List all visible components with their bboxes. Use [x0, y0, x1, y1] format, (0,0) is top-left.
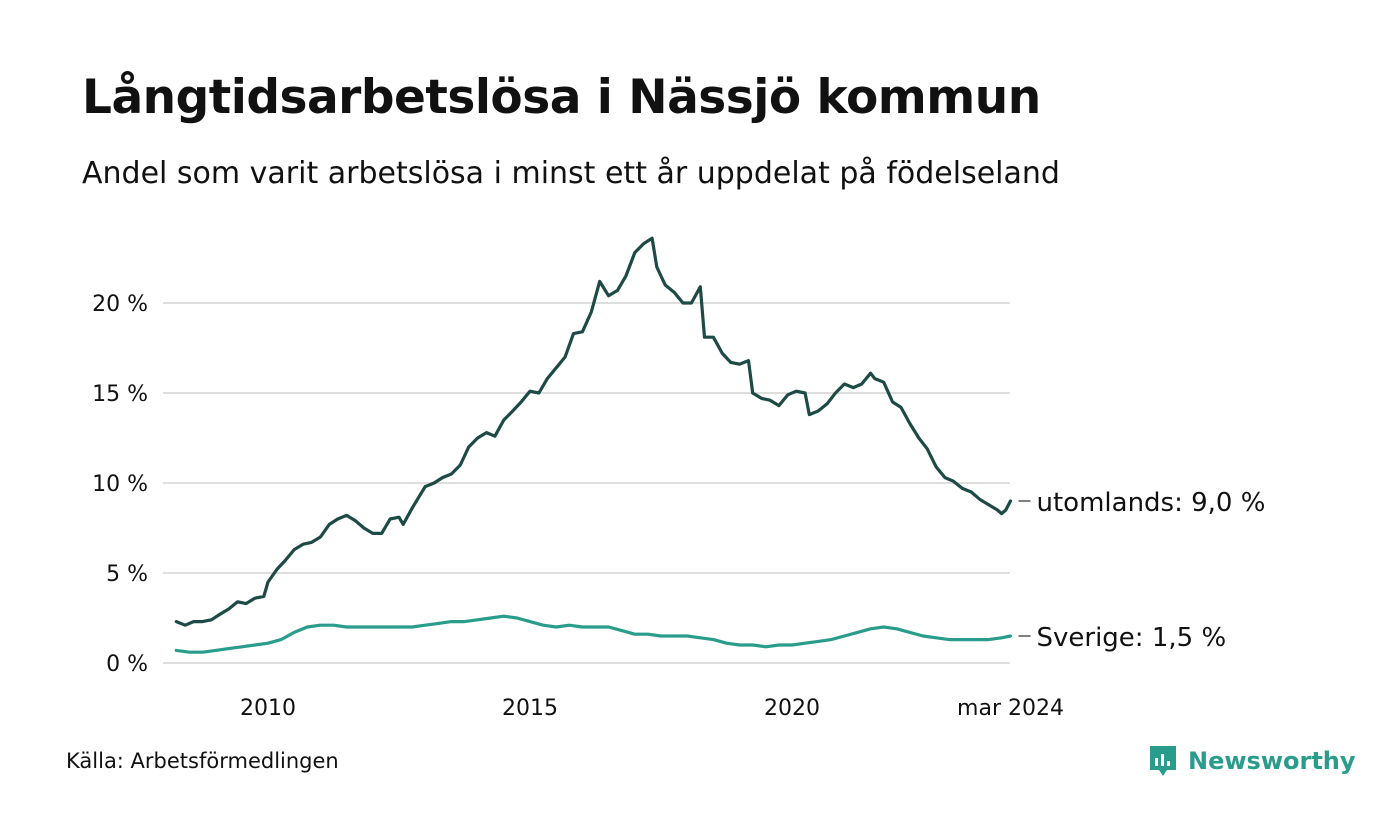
series-lines: [174, 236, 1013, 654]
y-tick-label: 0 %: [106, 652, 148, 677]
newsworthy-logo-icon: [1150, 746, 1176, 776]
series-line-utomlands: [174, 236, 1013, 627]
x-tick-label: 2015: [502, 696, 558, 721]
y-tick-label: 20 %: [92, 292, 148, 317]
y-axis-labels: 0 % 5 % 10 % 15 % 20 %: [92, 292, 148, 677]
chart-subtitle: Andel som varit arbetslösa i minst ett å…: [82, 156, 1060, 191]
x-axis-labels: 2010 2015 2020 mar 2024: [240, 696, 1064, 721]
brand[interactable]: Newsworthy: [1148, 744, 1356, 778]
chart-title: Långtidsarbetslösa i Nässjö kommun: [82, 70, 1041, 125]
x-tick-label: mar 2024: [957, 696, 1064, 721]
gridlines: [163, 302, 1010, 664]
y-tick-label: 5 %: [106, 562, 148, 587]
series-line-sverige: [174, 614, 1013, 654]
source-note: Källa: Arbetsförmedlingen: [66, 749, 339, 773]
x-tick-label: 2020: [764, 696, 820, 721]
series-end-labels: utomlands: 9,0 % Sverige: 1,5 %: [1018, 488, 1266, 653]
x-tick-label: 2010: [240, 696, 296, 721]
y-tick-label: 10 %: [92, 472, 148, 497]
end-label-utomlands: utomlands: 9,0 %: [1037, 488, 1266, 518]
brand-name: Newsworthy: [1188, 747, 1356, 775]
end-label-sverige: Sverige: 1,5 %: [1037, 623, 1227, 653]
y-tick-label: 15 %: [92, 382, 148, 407]
